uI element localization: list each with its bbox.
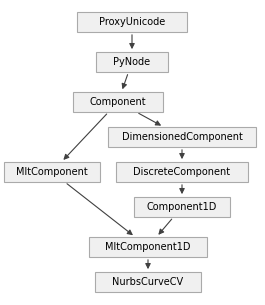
- FancyBboxPatch shape: [89, 237, 207, 257]
- Text: DiscreteComponent: DiscreteComponent: [134, 167, 231, 177]
- Text: NurbsCurveCV: NurbsCurveCV: [112, 277, 184, 287]
- FancyBboxPatch shape: [108, 127, 256, 147]
- Text: MltComponent1D: MltComponent1D: [105, 242, 191, 252]
- FancyBboxPatch shape: [116, 162, 248, 182]
- Text: DimensionedComponent: DimensionedComponent: [122, 132, 242, 142]
- FancyBboxPatch shape: [73, 92, 163, 112]
- FancyBboxPatch shape: [4, 162, 100, 182]
- Text: MltComponent: MltComponent: [16, 167, 88, 177]
- FancyBboxPatch shape: [77, 12, 187, 32]
- Text: Component: Component: [90, 97, 146, 107]
- Text: PyNode: PyNode: [113, 57, 151, 67]
- FancyBboxPatch shape: [134, 197, 230, 217]
- Text: Component1D: Component1D: [147, 202, 217, 212]
- FancyBboxPatch shape: [96, 52, 168, 72]
- FancyBboxPatch shape: [95, 272, 201, 292]
- Text: ProxyUnicode: ProxyUnicode: [99, 17, 165, 27]
